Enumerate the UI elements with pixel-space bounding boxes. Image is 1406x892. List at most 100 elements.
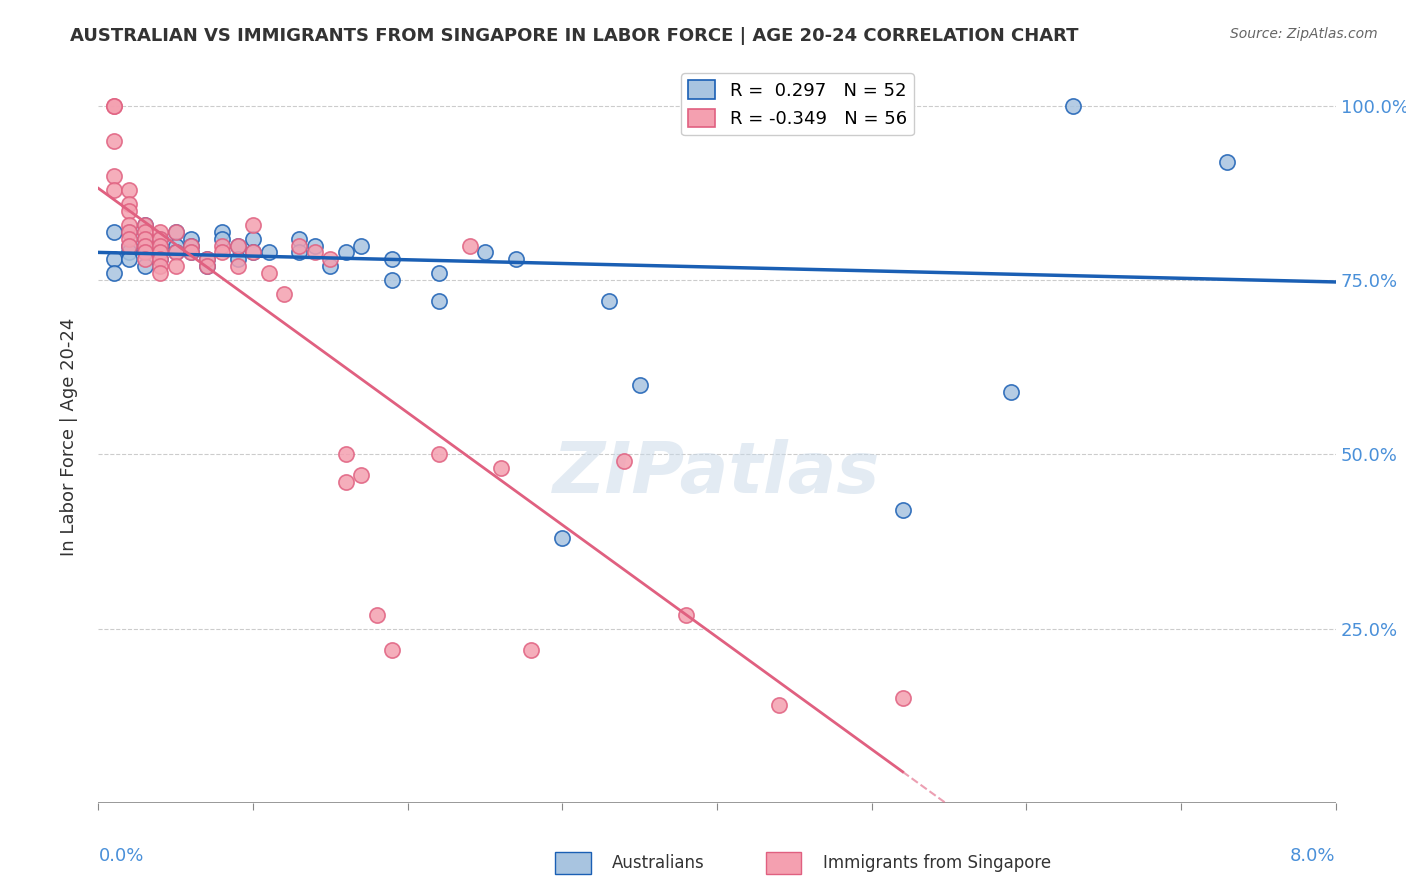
Point <box>226 238 249 252</box>
Point <box>226 252 249 267</box>
Point <box>149 245 172 260</box>
Point <box>288 231 311 245</box>
Point <box>226 260 249 274</box>
Point <box>1216 155 1239 169</box>
Point <box>381 273 404 287</box>
Point <box>165 238 187 252</box>
Point <box>180 245 202 260</box>
Text: 0.0%: 0.0% <box>98 847 143 864</box>
Point <box>103 266 125 280</box>
Point <box>118 238 141 252</box>
Text: Source: ZipAtlas.com: Source: ZipAtlas.com <box>1230 27 1378 41</box>
Point <box>134 238 156 252</box>
Point <box>628 377 651 392</box>
Point <box>134 225 156 239</box>
Point <box>381 642 404 657</box>
Point <box>149 266 172 280</box>
Point <box>165 245 187 260</box>
Point <box>319 252 342 267</box>
Point <box>149 231 172 245</box>
Point <box>211 238 233 252</box>
Point <box>134 245 156 260</box>
Point <box>427 266 450 280</box>
Point <box>335 475 357 490</box>
Point <box>242 218 264 232</box>
Point <box>675 607 697 622</box>
Point <box>195 252 218 267</box>
Point <box>149 225 172 239</box>
Point <box>134 231 156 245</box>
Point <box>149 245 172 260</box>
Point <box>134 260 156 274</box>
Point <box>489 461 512 475</box>
Point <box>891 503 914 517</box>
Point <box>350 468 373 483</box>
Point <box>737 99 759 113</box>
Point <box>118 225 141 239</box>
Point <box>335 448 357 462</box>
Point <box>288 238 311 252</box>
Text: ZIPatlas: ZIPatlas <box>554 439 880 508</box>
Point <box>149 238 172 252</box>
Point <box>195 252 218 267</box>
Point <box>134 218 156 232</box>
Point <box>304 245 326 260</box>
Point <box>273 287 295 301</box>
Point <box>242 245 264 260</box>
Point <box>118 231 141 245</box>
Point <box>149 260 172 274</box>
Point <box>226 238 249 252</box>
Point <box>118 245 141 260</box>
Point <box>319 260 342 274</box>
Point <box>520 642 543 657</box>
Point <box>613 454 636 468</box>
Point <box>180 245 202 260</box>
Point <box>598 294 620 309</box>
Point <box>304 238 326 252</box>
Point <box>134 218 156 232</box>
Point <box>211 225 233 239</box>
Point <box>134 245 156 260</box>
Text: Australians: Australians <box>612 854 704 871</box>
Point <box>118 225 141 239</box>
Legend: R =  0.297   N = 52, R = -0.349   N = 56: R = 0.297 N = 52, R = -0.349 N = 56 <box>681 73 914 136</box>
Point <box>211 245 233 260</box>
Point <box>891 691 914 706</box>
Point <box>1000 384 1022 399</box>
Point <box>427 448 450 462</box>
Point <box>706 99 728 113</box>
Point <box>103 99 125 113</box>
Point <box>118 183 141 197</box>
Point <box>211 231 233 245</box>
Point <box>180 231 202 245</box>
Point <box>505 252 527 267</box>
Point <box>149 238 172 252</box>
Point <box>1062 99 1084 113</box>
Point <box>350 238 373 252</box>
Point <box>165 225 187 239</box>
Point <box>103 225 125 239</box>
Point <box>165 245 187 260</box>
Point <box>103 169 125 183</box>
Point <box>103 134 125 148</box>
Point <box>288 245 311 260</box>
Point <box>165 260 187 274</box>
Point <box>195 260 218 274</box>
Point <box>134 238 156 252</box>
Point <box>134 252 156 267</box>
Point <box>427 294 450 309</box>
Point <box>381 252 404 267</box>
Point <box>474 245 496 260</box>
Point <box>768 698 790 713</box>
Point <box>103 252 125 267</box>
Point <box>134 231 156 245</box>
Point <box>242 245 264 260</box>
Point <box>551 531 574 545</box>
Point <box>103 99 125 113</box>
Point <box>180 238 202 252</box>
Point <box>458 238 481 252</box>
Point <box>257 266 280 280</box>
Point <box>195 260 218 274</box>
Text: AUSTRALIAN VS IMMIGRANTS FROM SINGAPORE IN LABOR FORCE | AGE 20-24 CORRELATION C: AUSTRALIAN VS IMMIGRANTS FROM SINGAPORE … <box>70 27 1078 45</box>
Point <box>118 252 141 267</box>
